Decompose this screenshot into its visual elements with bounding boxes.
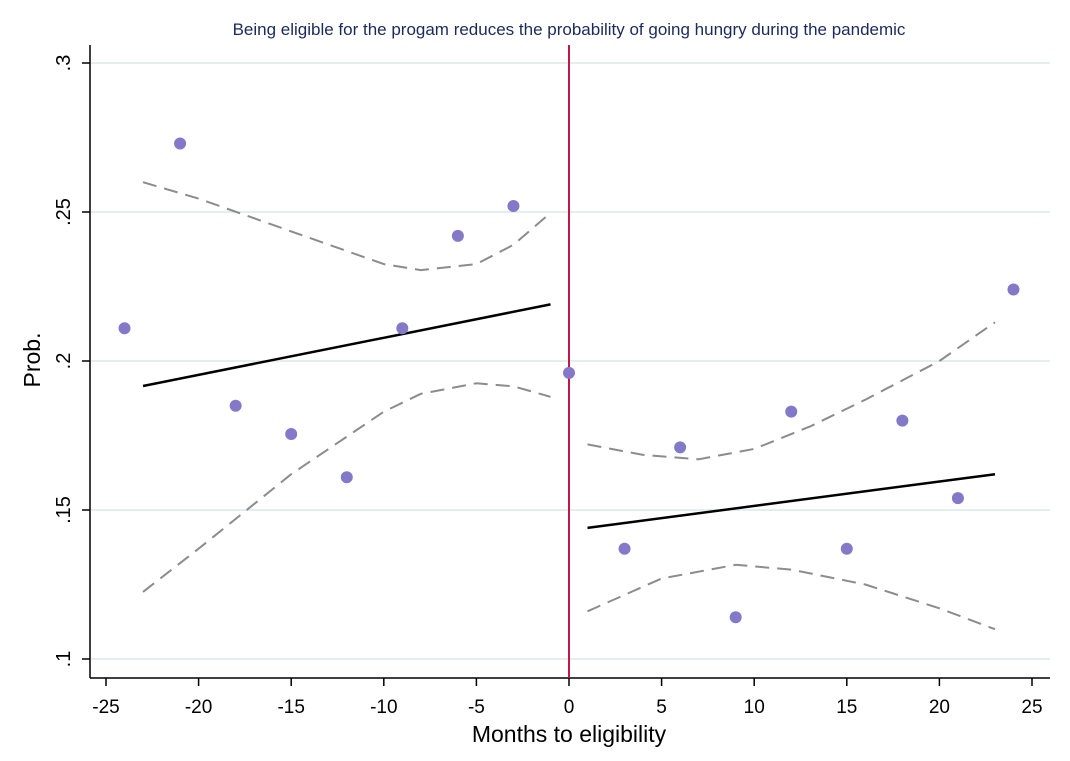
x-tick-label: 5: [656, 697, 667, 718]
data-point: [285, 428, 298, 441]
y-tick-label: .1: [53, 651, 75, 668]
data-point: [951, 492, 964, 505]
data-point: [729, 611, 742, 624]
ci-left-lower: [142, 382, 551, 593]
data-point: [174, 137, 187, 150]
y-tick-label: .2: [53, 353, 75, 370]
x-tick-label: -25: [92, 697, 119, 718]
y-tick-label: .15: [53, 496, 75, 524]
ci-left-upper: [142, 181, 552, 272]
data-point: [229, 399, 242, 412]
y-tick-label: .25: [53, 198, 75, 226]
x-tick-label: 0: [564, 697, 575, 718]
x-tick-label: 20: [929, 697, 950, 718]
ci-right-lower: [587, 563, 996, 631]
x-tick-label: 15: [836, 697, 857, 718]
fit-line-left: [142, 303, 551, 388]
data-point: [785, 405, 798, 418]
ci-right-upper: [587, 321, 996, 461]
x-tick-label: -5: [468, 697, 485, 718]
data-point: [396, 322, 409, 335]
data-point: [451, 229, 464, 242]
fit-line-right: [587, 472, 996, 530]
x-tick-label: -10: [370, 697, 397, 718]
data-point: [1007, 283, 1020, 296]
data-point: [674, 441, 687, 454]
data-point: [618, 542, 631, 555]
data-point: [118, 322, 131, 335]
x-tick-label: -15: [277, 697, 304, 718]
data-point: [563, 366, 575, 379]
x-axis-label: Months to eligibility: [472, 721, 667, 747]
data-point: [840, 542, 853, 555]
y-axis-label: Prob.: [19, 333, 45, 388]
chart-title: Being eligible for the progam reduces th…: [233, 20, 906, 39]
x-tick-label: 25: [1021, 697, 1042, 718]
y-tick-label: .3: [53, 55, 75, 72]
x-tick-label: -20: [185, 697, 212, 718]
x-tick-label: 10: [744, 697, 765, 718]
data-point: [896, 414, 909, 427]
data-point: [507, 200, 520, 213]
data-point: [340, 471, 353, 484]
